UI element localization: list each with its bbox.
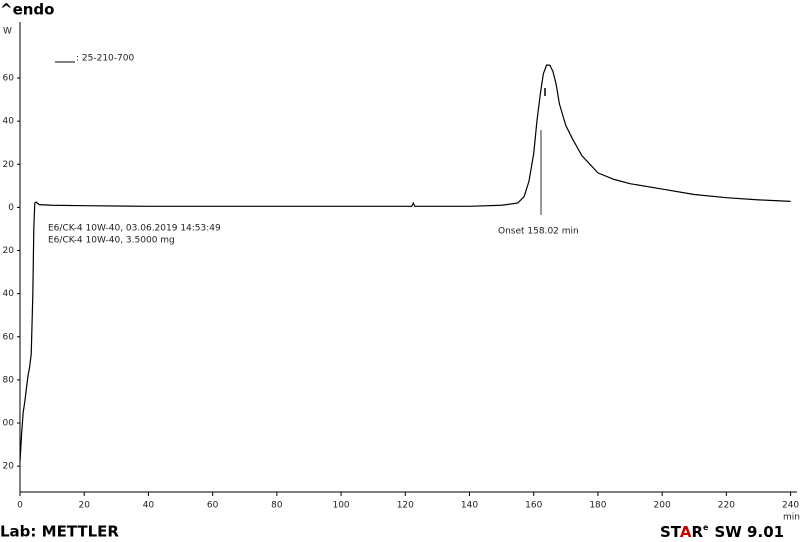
footer-left: Lab: METTLER: [0, 523, 119, 541]
x-tick-label: 200: [654, 501, 671, 511]
x-tick-label: 220: [718, 501, 735, 511]
annotation: E6/CK-4 10W-40, 3.5000 mg: [48, 236, 175, 246]
y-tick-label: 20: [3, 160, 15, 170]
annotation: E6/CK-4 10W-40, 03.06.2019 14:53:49: [48, 224, 221, 234]
x-unit: min: [783, 513, 800, 523]
y-tick-label: 40: [3, 117, 15, 127]
onset-label: Onset 158.02 min: [498, 227, 579, 237]
x-tick-label: 120: [397, 501, 414, 511]
y-unit: W: [3, 27, 12, 37]
x-tick-label: 140: [461, 501, 478, 511]
chart-title: ^endo: [0, 1, 54, 19]
data-line: [19, 64, 791, 462]
x-tick-label: 80: [271, 501, 283, 511]
x-tick-label: 160: [525, 501, 542, 511]
y-tick-label: 60: [3, 74, 15, 84]
y-tick-label: 20: [3, 246, 15, 256]
y-tick-label: 0: [8, 203, 14, 213]
x-tick-label: 240: [782, 501, 799, 511]
y-tick-label: 20: [3, 462, 15, 472]
x-tick-label: 180: [589, 501, 606, 511]
x-tick-label: 40: [143, 501, 155, 511]
footer-star: STARe SW 9.01: [660, 523, 784, 541]
y-tick-label: 40: [3, 289, 15, 299]
x-tick-label: 0: [17, 501, 23, 511]
y-tick-label: 00: [3, 419, 15, 429]
x-tick-label: 100: [332, 501, 349, 511]
y-tick-label: 80: [3, 375, 15, 385]
y-tick-label: 60: [3, 332, 15, 342]
x-tick-label: 20: [78, 501, 90, 511]
legend-label: : 25-210-700: [76, 54, 134, 64]
x-tick-label: 60: [207, 501, 219, 511]
